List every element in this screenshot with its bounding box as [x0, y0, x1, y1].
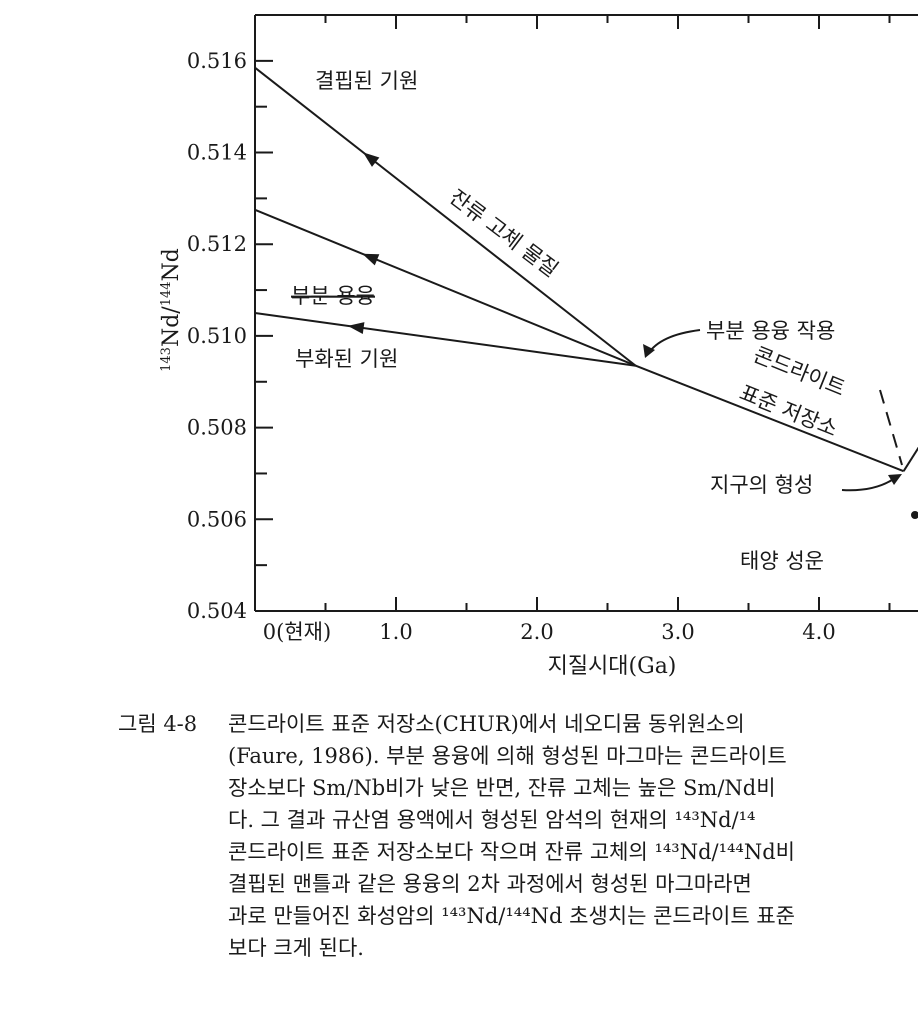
y-tick-label: 0.504 [187, 599, 247, 623]
caption-line-1: 그림 4-8 콘드라이트 표준 저장소(CHUR)에서 네오디뮴 동위원소의 [118, 708, 918, 740]
caption-text: 콘드라이트 표준 저장소보다 작으며 잔류 고체의 ¹⁴³Nd/¹⁴⁴Nd비 [228, 840, 795, 864]
caption-text: 다. 그 결과 규산염 용액에서 형성된 암석의 현재의 ¹⁴³Nd/¹⁴ [228, 808, 756, 832]
y-tick-label: 0.508 [187, 416, 247, 440]
caption-line-8: 보다 크게 된다. [118, 932, 918, 964]
annotation-enriched-source: 부화된 기원 [295, 347, 398, 371]
y-tick-label: 0.516 [187, 49, 247, 73]
x-axis-ticks: 0(현재) 1.0 2.0 3.0 4.0 [263, 15, 891, 644]
earth-formation-pointer-head [888, 474, 902, 485]
dashed-tangent-line [879, 389, 903, 466]
y-axis-label: 143Nd/144Nd [159, 248, 184, 372]
series-line-0 [635, 364, 904, 473]
caption-text: 콘드라이트 표준 저장소(CHUR)에서 네오디뮴 동위원소의 [228, 712, 745, 736]
y-tick-label: 0.506 [187, 507, 247, 531]
annotation-partial-melt: 부분 용융 [291, 284, 375, 308]
x-tick-label: 1.0 [379, 620, 412, 644]
y-tick-label: 0.512 [187, 232, 247, 256]
caption-figure-label: 그림 4-8 [118, 712, 198, 736]
annotation-solar-nebula: 태양 성운 [740, 549, 824, 573]
caption-line-3: 장소보다 Sm/Nb비가 낮은 반면, 잔류 고체는 높은 Sm/Nd비 [118, 772, 918, 804]
x-axis-label: 지질시대(Ga) [548, 654, 677, 679]
x-tick-label: 0(현재) [263, 620, 331, 644]
series-lines [254, 66, 918, 473]
figure-caption: 그림 4-8 콘드라이트 표준 저장소(CHUR)에서 네오디뮴 동위원소의 (F… [118, 708, 918, 964]
series-line-2 [254, 208, 637, 367]
x-tick-label: 2.0 [520, 620, 553, 644]
x-tick-label: 4.0 [802, 620, 835, 644]
nd-evolution-chart: 0(현재) 1.0 2.0 3.0 4.0 0.5040.5060.5080.5100.… [159, 14, 918, 679]
caption-line-6: 결핍된 맨틀과 같은 용융의 2차 과정에서 형성된 마그마라면 [118, 868, 918, 900]
annotation-earth-formation: 지구의 형성 [710, 473, 813, 497]
caption-text: 장소보다 Sm/Nb비가 낮은 반면, 잔류 고체는 높은 Sm/Nd비 [228, 776, 776, 800]
series-arrows [347, 152, 380, 334]
caption-text: (Faure, 1986). 부분 용융에 의해 형성된 마그마는 콘드라이트 [228, 744, 787, 768]
caption-line-2: (Faure, 1986). 부분 용융에 의해 형성된 마그마는 콘드라이트 [118, 740, 918, 772]
series-line-1 [254, 66, 637, 367]
caption-text: 결핍된 맨틀과 같은 용융의 2차 과정에서 형성된 마그마라면 [228, 872, 752, 896]
melting-event-pointer [647, 329, 701, 355]
earth-formation-pointer [841, 477, 896, 492]
caption-line-5: 콘드라이트 표준 저장소보다 작으며 잔류 고체의 ¹⁴³Nd/¹⁴⁴Nd비 [118, 836, 918, 868]
y-axis-ticks: 0.504 0.506 0.508 0.510 0.512 0.514 0.516 [187, 49, 273, 623]
caption-text: 보다 크게 된다. [228, 936, 364, 960]
annotation-melting-event: 부분 용융 작용 [706, 319, 835, 343]
x-tick-label: 3.0 [661, 620, 694, 644]
caption-line-7: 과로 만들어진 화성암의 ¹⁴³Nd/¹⁴⁴Nd 초생치는 콘드라이트 표준 [118, 900, 918, 932]
series-line-4 [902, 446, 918, 472]
y-tick-label: 0.510 [187, 324, 247, 348]
melting-event-pointer-head [643, 344, 655, 358]
caption-text: 과로 만들어진 화성암의 ¹⁴³Nd/¹⁴⁴Nd 초생치는 콘드라이트 표준 [228, 904, 795, 928]
y-tick-label: 0.514 [187, 141, 247, 165]
series-arrowhead [363, 152, 380, 167]
series-arrowhead [347, 322, 365, 334]
series-arrowhead [362, 253, 380, 266]
annotation-depleted-source: 결핍된 기원 [315, 69, 418, 93]
annotation-residual-solid: 잔류 고체 물질 [445, 185, 563, 282]
solar-nebula-marker [911, 511, 918, 519]
series-line-3 [254, 312, 636, 367]
caption-line-4: 다. 그 결과 규산염 용액에서 형성된 암석의 현재의 ¹⁴³Nd/¹⁴ [118, 804, 918, 836]
